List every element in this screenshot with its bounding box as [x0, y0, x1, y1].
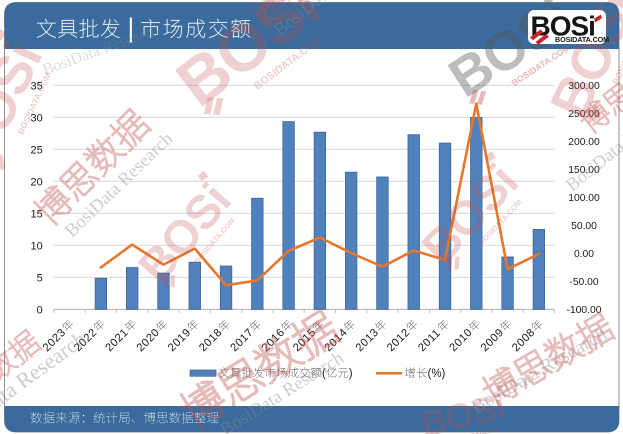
svg-text:5: 5: [37, 272, 43, 284]
svg-text:30: 30: [31, 112, 43, 124]
svg-text:35: 35: [31, 80, 43, 92]
svg-text:250.00: 250.00: [568, 109, 600, 120]
svg-text:-50.00: -50.00: [569, 277, 598, 288]
svg-text:150.00: 150.00: [568, 165, 600, 176]
svg-text:300.00: 300.00: [568, 81, 600, 92]
svg-text:200.00: 200.00: [568, 137, 600, 148]
svg-text:20: 20: [31, 176, 43, 188]
svg-text:BOSIDATA.COM: BOSIDATA.COM: [555, 35, 609, 44]
svg-text:(%): (%): [428, 368, 446, 380]
svg-text:50.00: 50.00: [571, 221, 597, 232]
svg-text:(: (: [322, 368, 326, 380]
svg-text:-100.00: -100.00: [567, 305, 602, 316]
svg-text:): ): [349, 368, 353, 380]
svg-text:25: 25: [31, 144, 43, 156]
svg-text:BOSi: BOSi: [531, 11, 595, 42]
svg-text:0.00: 0.00: [574, 249, 594, 260]
svg-text:0: 0: [37, 304, 43, 316]
svg-text:10: 10: [31, 240, 43, 252]
svg-text:100.00: 100.00: [568, 193, 600, 204]
